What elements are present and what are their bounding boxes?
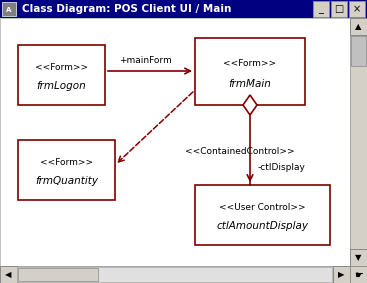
Bar xyxy=(195,38,305,105)
Text: frmQuantity: frmQuantity xyxy=(35,176,98,186)
Bar xyxy=(0,18,350,266)
Text: ×: × xyxy=(353,4,361,14)
Text: ☛: ☛ xyxy=(354,269,363,280)
Text: ◀: ◀ xyxy=(5,270,12,279)
Bar xyxy=(333,266,350,283)
Bar xyxy=(0,18,350,266)
Text: Class Diagram: POS Client UI / Main: Class Diagram: POS Client UI / Main xyxy=(22,4,231,14)
Text: _: _ xyxy=(319,4,323,14)
Bar xyxy=(0,266,17,283)
Bar xyxy=(18,45,105,105)
Bar xyxy=(350,249,367,266)
Bar xyxy=(18,268,98,281)
Bar xyxy=(17,267,332,282)
Text: <<Form>>: <<Form>> xyxy=(35,63,88,72)
Bar xyxy=(331,1,347,17)
Text: frmMain: frmMain xyxy=(229,79,272,89)
Text: +mainForm: +mainForm xyxy=(119,56,171,65)
Bar xyxy=(349,1,365,17)
Text: <<User Control>>: <<User Control>> xyxy=(219,203,306,212)
Bar xyxy=(0,266,350,283)
Bar xyxy=(313,1,329,17)
Bar xyxy=(0,0,367,18)
Bar xyxy=(18,140,115,200)
Bar xyxy=(350,18,367,35)
Bar xyxy=(351,36,366,66)
Text: <<Form>>: <<Form>> xyxy=(40,158,93,167)
Text: A: A xyxy=(6,7,12,13)
Text: ctlAmountDisplay: ctlAmountDisplay xyxy=(217,221,309,231)
Text: frmLogon: frmLogon xyxy=(37,81,86,91)
Text: <<Form>>: <<Form>> xyxy=(224,59,277,68)
Text: ▲: ▲ xyxy=(355,22,362,31)
Bar xyxy=(195,185,330,245)
Text: ▶: ▶ xyxy=(338,270,345,279)
Polygon shape xyxy=(243,95,257,115)
Text: <<ContainedControl>>: <<ContainedControl>> xyxy=(185,147,295,156)
Bar xyxy=(350,266,367,283)
Text: -ctlDisplay: -ctlDisplay xyxy=(258,162,306,171)
Text: ▼: ▼ xyxy=(355,253,362,262)
Bar xyxy=(2,2,16,16)
Text: □: □ xyxy=(334,4,344,14)
Bar xyxy=(350,18,367,266)
